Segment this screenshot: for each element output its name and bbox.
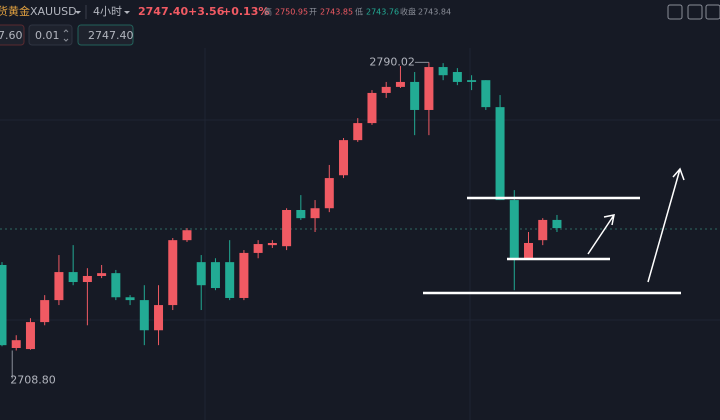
quantity: 0.01 <box>35 29 60 42</box>
candle-body <box>68 272 78 283</box>
grid <box>0 48 720 420</box>
buy-button[interactable] <box>77 24 134 46</box>
tool-button[interactable] <box>705 4 720 20</box>
close: 2743.84 <box>418 8 451 17</box>
interval[interactable]: 4小时 <box>93 5 122 18</box>
change: +3.56 <box>188 5 225 18</box>
header: 现货黄金 XAUUSD 4小时 2747.40 +3.56 +0.13% 高 2… <box>0 4 451 19</box>
candle-body <box>381 86 391 93</box>
candle-body <box>125 297 135 301</box>
buy-price: 2747.40 <box>88 29 134 42</box>
candle-body <box>438 67 448 76</box>
max-marker-label: 2790.02 <box>369 55 415 68</box>
candle-body <box>339 140 349 176</box>
candle-body <box>139 300 149 331</box>
candle-body <box>481 80 491 108</box>
open-label: 开 <box>309 8 317 17</box>
candle-body <box>225 262 235 298</box>
candle-body <box>54 272 64 301</box>
candle-body <box>495 107 505 201</box>
candle-body <box>168 240 178 306</box>
last-price: 2747.40 <box>138 5 188 18</box>
candle-body <box>253 244 263 253</box>
sell-price: 7.60 <box>0 29 23 42</box>
candle-body <box>111 273 121 298</box>
candle-body <box>11 340 21 348</box>
order-bar: 7.60 0.01 2747.40 <box>0 24 134 46</box>
toolbar <box>667 4 720 20</box>
candle-body <box>296 210 306 219</box>
instrument-name: 现货黄金 <box>0 4 30 18</box>
candle-body <box>25 322 35 350</box>
candle-body <box>0 264 7 346</box>
candle-body <box>239 252 249 298</box>
sell-button[interactable] <box>0 24 25 46</box>
high-label: 高 <box>264 7 272 17</box>
drawings <box>423 167 685 295</box>
arrow <box>587 214 615 255</box>
dropdown-icon <box>124 11 130 14</box>
candle-body <box>395 81 405 87</box>
candles: 2790.02 2708.80 <box>0 55 562 386</box>
low-label: 低 <box>355 7 363 17</box>
candle-body <box>324 178 334 209</box>
quantity-input[interactable] <box>28 24 73 46</box>
candle-body <box>210 262 220 289</box>
candle-body <box>509 200 519 259</box>
candle-body <box>424 67 434 110</box>
candle-body <box>267 242 277 246</box>
dropdown-icon <box>75 11 81 14</box>
open: 2743.85 <box>320 8 353 17</box>
high: 2750.95 <box>275 8 308 17</box>
candle-body <box>154 305 164 331</box>
candle-body <box>410 81 420 110</box>
arrow <box>647 167 685 283</box>
candle-body <box>310 208 320 219</box>
candle-body <box>353 123 363 141</box>
candle-body <box>97 273 107 276</box>
candle-body <box>538 219 548 241</box>
candle-body <box>196 262 206 286</box>
candle-body <box>467 80 477 82</box>
stepper[interactable] <box>63 29 69 42</box>
candle-body <box>40 300 50 323</box>
close-label: 收盘 <box>400 7 416 17</box>
candle-body <box>452 72 462 82</box>
change-percent: +0.13% <box>222 5 269 18</box>
candle-body <box>282 210 292 247</box>
candle-body <box>524 242 534 259</box>
low: 2743.76 <box>366 8 399 17</box>
min-marker-label: 2708.80 <box>10 373 56 386</box>
symbol[interactable]: XAUUSD <box>30 5 77 18</box>
candle-body <box>552 219 562 229</box>
tool-button[interactable] <box>667 4 683 20</box>
tool-button[interactable] <box>687 4 703 20</box>
candle-body <box>82 275 92 283</box>
candle-body <box>182 230 192 241</box>
candle-body <box>367 92 377 124</box>
